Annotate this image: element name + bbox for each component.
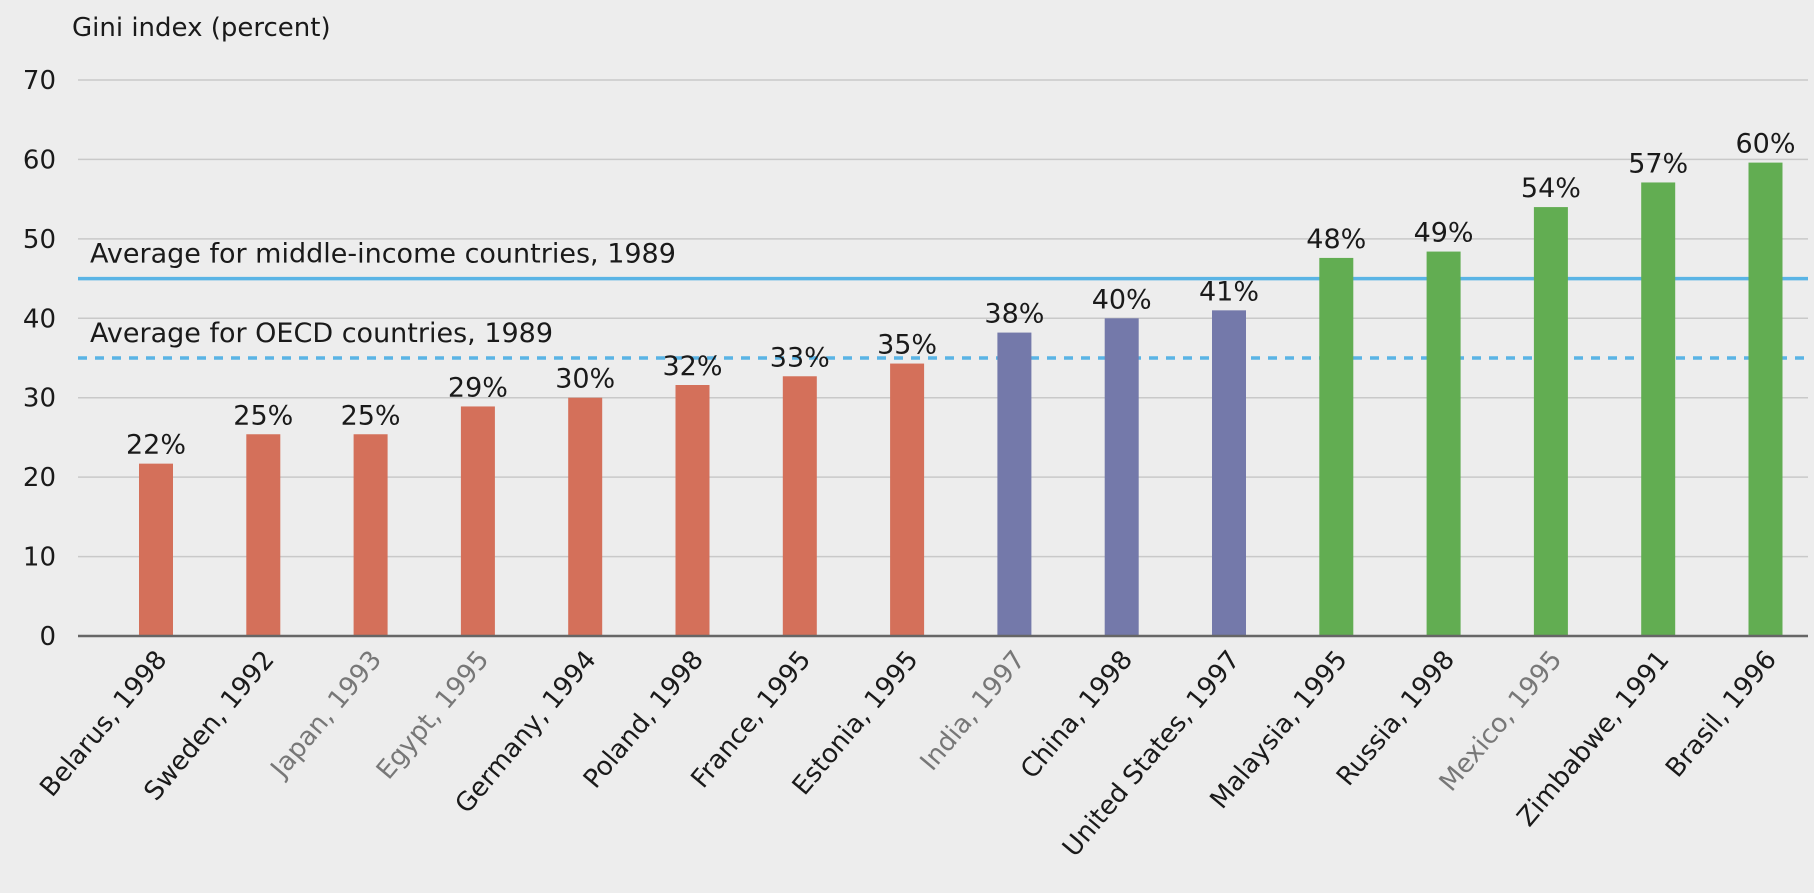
- bars: [139, 162, 1783, 637]
- y-tick-label: 50: [23, 225, 56, 255]
- value-label: 25%: [341, 400, 401, 431]
- value-label: 29%: [448, 372, 508, 403]
- bar: [675, 385, 710, 636]
- bar: [1104, 318, 1139, 636]
- bar: [1426, 251, 1461, 636]
- bar: [997, 332, 1032, 636]
- y-tick-label: 10: [23, 543, 56, 573]
- bar: [1212, 310, 1246, 636]
- value-label: 30%: [555, 364, 615, 395]
- value-label: 35%: [877, 330, 937, 361]
- bar: [568, 397, 603, 636]
- value-label: 32%: [662, 351, 722, 382]
- bar: [782, 376, 817, 636]
- bar: [139, 463, 173, 636]
- reference-line-label-1: Average for middle-income countries, 198…: [90, 239, 676, 270]
- category-label: Egypt, 1995: [371, 645, 495, 785]
- bar: [1641, 182, 1676, 636]
- value-label: 60%: [1735, 129, 1795, 160]
- bar: [460, 406, 495, 636]
- value-label: 38%: [984, 299, 1044, 330]
- value-label: 33%: [770, 342, 830, 373]
- y-axis-title: Gini index (percent): [72, 13, 331, 43]
- category-label: India, 1997: [915, 645, 1032, 777]
- category-label: China, 1998: [1015, 645, 1139, 785]
- y-tick-label: 30: [23, 384, 56, 414]
- reference-lines: Average for middle-income countries, 198…: [78, 239, 1808, 360]
- category-label: Japan, 1993: [264, 645, 388, 785]
- y-tick-label: 0: [39, 622, 56, 652]
- category-label: United States, 1997: [1057, 645, 1246, 863]
- y-axis-ticks: 0 10 20 30 40 50 60 70: [23, 66, 56, 652]
- value-label: 22%: [126, 430, 186, 461]
- y-tick-label: 20: [23, 463, 56, 493]
- y-tick-label: 40: [23, 304, 56, 334]
- bar: [1319, 257, 1354, 636]
- value-labels: 22% 25% 25% 29% 30% 32% 33% 35% 38% 40% 41% 48% 49% 5…: [126, 129, 1796, 461]
- value-label: 54%: [1521, 173, 1581, 204]
- bar: [1748, 162, 1783, 636]
- bar: [890, 363, 925, 636]
- bar: [246, 434, 281, 636]
- value-label: 57%: [1628, 148, 1688, 179]
- value-label: 25%: [233, 400, 293, 431]
- value-label: 41%: [1199, 276, 1259, 307]
- reference-line-label-2: Average for OECD countries, 1989: [90, 318, 553, 349]
- bar: [353, 434, 388, 636]
- bar: [1533, 207, 1568, 637]
- value-label: 49%: [1414, 218, 1474, 249]
- y-tick-label: 70: [23, 66, 56, 96]
- category-label: Brasil, 1996: [1660, 645, 1783, 783]
- y-tick-label: 60: [23, 145, 56, 175]
- value-label: 40%: [1092, 284, 1152, 315]
- value-label: 48%: [1306, 224, 1366, 255]
